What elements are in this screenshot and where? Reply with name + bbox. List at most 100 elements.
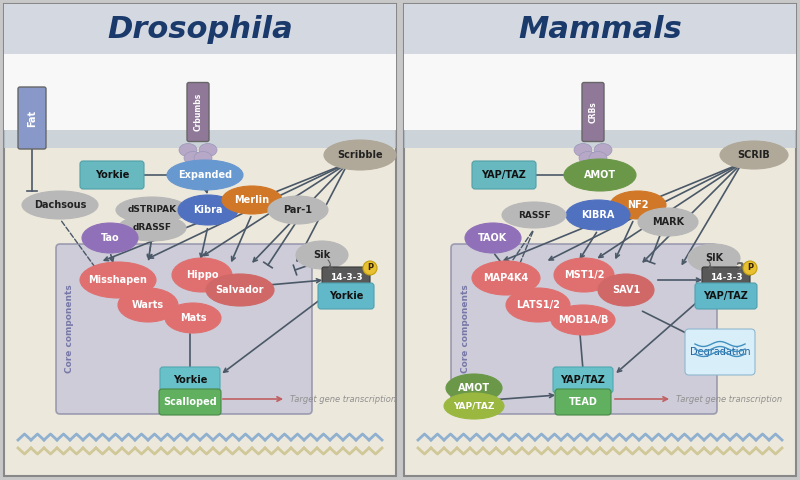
Text: MAP4K4: MAP4K4 [483,273,529,283]
Text: Merlin: Merlin [234,195,270,205]
FancyBboxPatch shape [553,367,613,393]
FancyBboxPatch shape [404,4,796,476]
Bar [404,54,796,130]
FancyBboxPatch shape [318,283,374,309]
Ellipse shape [268,196,328,224]
Text: YAP/TAZ: YAP/TAZ [482,170,526,180]
Text: Yorkie: Yorkie [95,170,129,180]
FancyBboxPatch shape [322,267,370,289]
Ellipse shape [324,140,396,170]
Ellipse shape [444,393,504,419]
Ellipse shape [638,208,698,236]
Ellipse shape [199,144,217,156]
Ellipse shape [178,195,238,225]
Ellipse shape [502,202,566,228]
Text: Crbumbs: Crbumbs [194,93,202,131]
Text: Misshapen: Misshapen [89,275,147,285]
Text: Core components: Core components [461,285,470,373]
Ellipse shape [579,152,597,165]
Text: ?: ? [735,263,745,277]
FancyBboxPatch shape [159,389,221,415]
Ellipse shape [551,305,615,335]
Ellipse shape [589,152,607,165]
Text: Hippo: Hippo [186,270,218,280]
FancyBboxPatch shape [404,4,796,54]
FancyBboxPatch shape [4,4,396,54]
Text: Core components: Core components [66,285,74,373]
Text: Mats: Mats [180,313,206,323]
Text: dSTRIPAK: dSTRIPAK [127,205,177,215]
Ellipse shape [465,223,521,253]
Text: SCRIB: SCRIB [738,150,770,160]
Text: LATS1/2: LATS1/2 [516,300,560,310]
Ellipse shape [566,200,630,230]
Ellipse shape [82,223,138,253]
FancyBboxPatch shape [451,244,717,414]
Text: Fat: Fat [27,109,37,127]
FancyBboxPatch shape [472,161,536,189]
Ellipse shape [167,160,243,190]
Text: MST1/2: MST1/2 [564,270,604,280]
FancyBboxPatch shape [555,389,611,415]
Text: YAP/TAZ: YAP/TAZ [454,401,494,410]
FancyBboxPatch shape [695,283,757,309]
Text: MARK: MARK [652,217,684,227]
Ellipse shape [118,288,178,322]
Text: SIK: SIK [705,253,723,263]
FancyBboxPatch shape [56,244,312,414]
Text: Mammals: Mammals [518,14,682,44]
Ellipse shape [610,191,666,219]
Text: TEAD: TEAD [569,397,598,407]
Ellipse shape [594,144,612,156]
Ellipse shape [222,186,282,214]
Text: YAP/TAZ: YAP/TAZ [703,291,749,301]
FancyBboxPatch shape [187,83,209,142]
Ellipse shape [472,261,540,295]
Text: Scalloped: Scalloped [163,397,217,407]
Text: Tao: Tao [101,233,119,243]
Text: P: P [747,264,753,273]
Text: MOB1A/B: MOB1A/B [558,315,608,325]
Text: Target gene transcription: Target gene transcription [290,395,396,404]
Text: P: P [367,264,373,273]
Text: Warts: Warts [132,300,164,310]
Text: Sik: Sik [314,250,330,260]
Ellipse shape [688,244,740,272]
Text: Drosophila: Drosophila [107,14,293,44]
Bar [404,130,796,148]
Text: AMOT: AMOT [584,170,616,180]
Ellipse shape [189,154,207,167]
Text: TAOK: TAOK [478,233,508,243]
Text: YAP/TAZ: YAP/TAZ [561,375,606,385]
Ellipse shape [179,144,197,156]
Ellipse shape [296,241,348,269]
Ellipse shape [564,159,636,191]
Text: 14-3-3: 14-3-3 [710,274,742,283]
Text: Expanded: Expanded [178,170,232,180]
Ellipse shape [194,152,212,165]
FancyBboxPatch shape [4,4,396,476]
Ellipse shape [80,262,156,298]
Text: NF2: NF2 [627,200,649,210]
Ellipse shape [743,261,757,275]
Ellipse shape [554,258,614,292]
Text: Degradation: Degradation [690,347,750,357]
Text: Yorkie: Yorkie [329,291,363,301]
Ellipse shape [118,215,186,241]
Ellipse shape [720,141,788,169]
Ellipse shape [598,274,654,306]
Ellipse shape [165,303,221,333]
Text: RASSF: RASSF [518,211,550,219]
Bar [4,54,396,130]
Text: Dachsous: Dachsous [34,200,86,210]
Text: AMOT: AMOT [458,383,490,393]
FancyBboxPatch shape [18,87,46,149]
Ellipse shape [184,152,202,165]
Text: dRASSF: dRASSF [133,224,171,232]
FancyBboxPatch shape [702,267,750,289]
Ellipse shape [506,288,570,322]
Ellipse shape [206,274,274,306]
Text: SAV1: SAV1 [612,285,640,295]
Ellipse shape [116,197,188,223]
FancyBboxPatch shape [80,161,144,189]
